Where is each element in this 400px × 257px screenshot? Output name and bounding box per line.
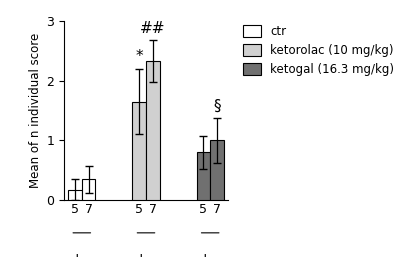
Text: ##: ## [140, 21, 166, 36]
Bar [210, 141, 224, 200]
Text: day: day [134, 254, 158, 257]
Text: *: * [135, 49, 143, 64]
Bar [146, 61, 160, 200]
Y-axis label: Mean of n individual score: Mean of n individual score [29, 33, 42, 188]
Text: day: day [70, 254, 93, 257]
Text: day: day [199, 254, 222, 257]
Bar [196, 152, 210, 200]
Text: §: § [213, 98, 221, 114]
Legend: ctr, ketorolac (10 mg/kg), ketogal (16.3 mg/kg): ctr, ketorolac (10 mg/kg), ketogal (16.3… [240, 23, 396, 78]
Bar [132, 102, 146, 200]
Bar [68, 190, 82, 200]
Bar [82, 179, 96, 200]
